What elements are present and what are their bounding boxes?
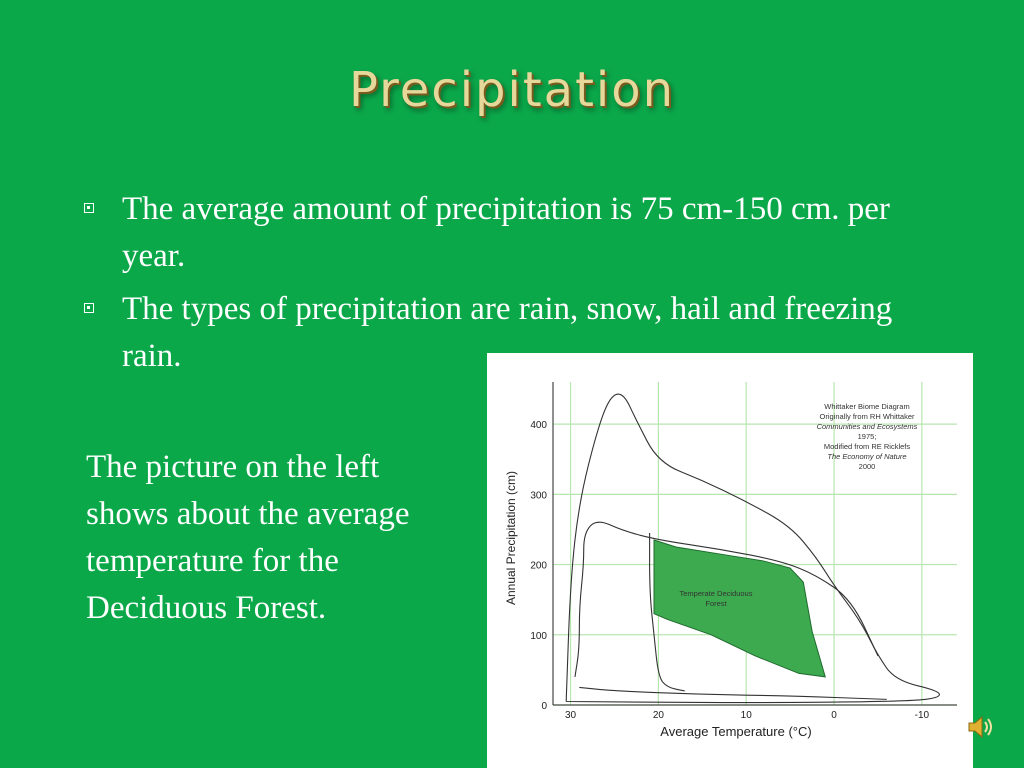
- region-temperate-deciduous-forest: [653, 539, 826, 678]
- region-label: Forest: [705, 599, 727, 608]
- bullet-item: The types of precipitation are rain, sno…: [82, 286, 942, 380]
- credit-line: 2000: [859, 462, 876, 471]
- x-axis-label: Average Temperature (°C): [660, 724, 811, 739]
- x-tick-label: 30: [565, 710, 577, 721]
- x-tick-label: -10: [915, 710, 930, 721]
- region-label: Temperate Deciduous: [680, 589, 753, 598]
- square-bullet-icon: [84, 203, 94, 213]
- y-axis-label: Annual Precipitation (cm): [504, 471, 518, 605]
- biome-boundary: [649, 532, 685, 692]
- y-tick-label: 200: [530, 561, 547, 572]
- bullet-text: The types of precipitation are rain, sno…: [122, 291, 893, 374]
- credit-line: Modified from RE Ricklefs: [824, 442, 911, 451]
- x-tick-label: 20: [653, 710, 665, 721]
- biome-boundary: [565, 393, 940, 704]
- y-tick-label: 400: [530, 420, 547, 431]
- bullet-item: The average amount of precipitation is 7…: [82, 186, 942, 280]
- square-bullet-icon: [84, 303, 94, 313]
- speaker-icon[interactable]: [966, 712, 996, 742]
- bullet-text: The average amount of precipitation is 7…: [122, 191, 890, 274]
- slide-title: Precipitation: [348, 62, 676, 118]
- side-paragraph: The picture on the left shows about the …: [86, 449, 410, 626]
- y-tick-label: 300: [530, 490, 547, 501]
- biome-regions: [653, 539, 826, 678]
- x-tick-label: 0: [831, 710, 837, 721]
- biome-boundary: [574, 521, 879, 677]
- biome-boundary: [579, 686, 887, 700]
- biome-boundaries: [565, 393, 940, 704]
- credit-line: 1975;: [858, 432, 877, 441]
- y-tick-label: 100: [530, 631, 547, 642]
- credit-line: Communities and Ecosystems: [817, 422, 918, 431]
- credit-line: Whittaker Biome Diagram: [824, 402, 909, 411]
- chart-svg: Temperate Deciduous Forest 30 20 10 0 -10010…: [504, 382, 957, 739]
- credit-line: The Economy of Nature: [827, 452, 906, 461]
- whittaker-diagram: Temperate Deciduous Forest 30 20 10 0 -10 0 10…: [487, 353, 973, 768]
- y-tick-label: 0: [541, 701, 547, 712]
- x-tick-label: 10: [741, 710, 753, 721]
- bullet-list: The average amount of precipitation is 7…: [82, 186, 942, 386]
- credit-line: Originally from RH Whittaker: [819, 412, 915, 421]
